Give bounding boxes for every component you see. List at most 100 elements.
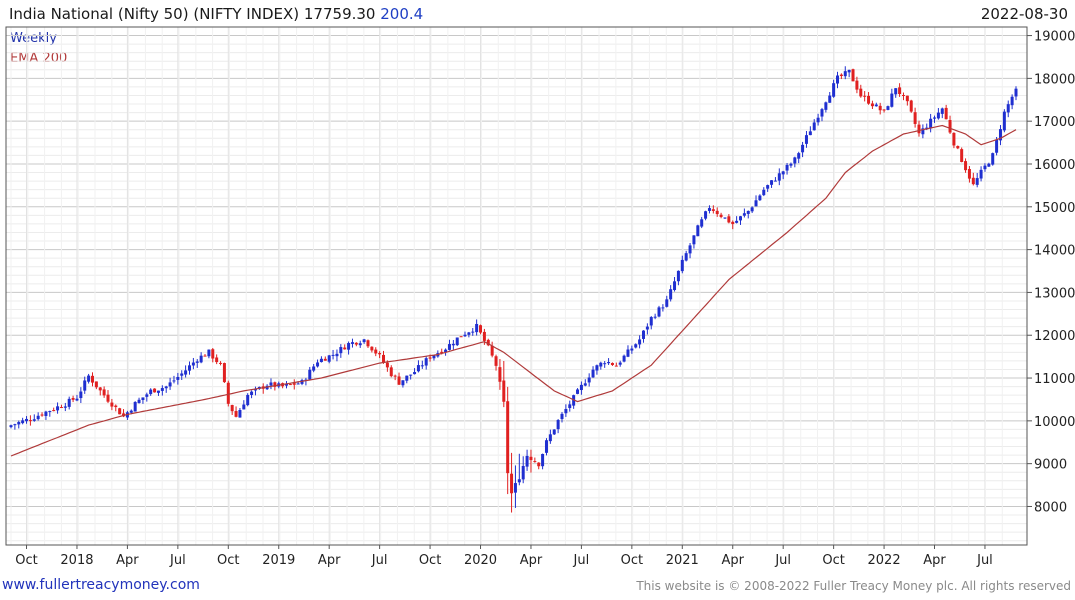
candle-body [188,365,191,370]
candle-body [103,389,106,395]
candle-body [704,211,707,218]
candle-body [204,356,207,357]
candle-body [1015,89,1018,97]
y-axis: 8000 9000 10000 11000 12000 13000 14000 15000 16… [1027,30,1075,516]
candle-body [335,354,338,356]
candle-body [665,299,668,306]
site-link[interactable]: www.fullertreacymoney.com [2,577,200,593]
candle-body [328,355,331,361]
candle-body [227,383,230,404]
candle-body [890,94,893,107]
candle-body [840,75,843,76]
candle-body [844,71,847,76]
candle-body [786,165,789,171]
candle-body [681,260,684,271]
candle-body [650,317,653,325]
candle-body [242,405,245,410]
candle-body [48,411,51,412]
x-tick-label: Apr [721,553,744,568]
candle-body [172,380,175,381]
candle-body [68,399,71,407]
x-axis: Oct 2018 Apr Jul Oct 2019 Apr Jul Oct 2020 Apr Jul O… [15,545,993,568]
candle-body [859,89,862,97]
candle-body [518,479,521,482]
y-tick-label: 16000 [1034,158,1075,173]
candle-body [879,106,882,110]
candle-body [782,171,785,174]
candle-body [898,87,901,94]
candle-body [537,463,540,467]
candle-body [219,363,222,364]
candle-body [475,324,478,332]
candle-body [584,383,587,385]
candle-body [766,185,769,189]
x-tick-label: Jul [371,553,388,568]
candle-body [549,434,552,441]
candle-body [813,122,816,130]
y-tick-label: 11000 [1034,372,1075,387]
candle-body [642,331,645,339]
candle-body [149,390,152,394]
candle-body [33,419,36,421]
x-tick-label: Apr [318,553,341,568]
candle-body [456,338,459,346]
candle-body [522,466,525,479]
candle-body [526,456,529,467]
candle-body [114,406,117,407]
candle-body [529,457,532,460]
candle-body [483,332,486,341]
candle-body [820,109,823,116]
candle-body [541,454,544,466]
candle-body [832,83,835,97]
candle-body [855,81,858,90]
candle-body [533,461,536,462]
candle-body [169,382,172,386]
candle-body [580,385,583,390]
candle-body [510,474,513,494]
candle-body [312,366,315,370]
candle-body [351,342,354,344]
x-tick-label: Oct [217,553,239,568]
candle-body [983,166,986,170]
y-tick-label: 14000 [1034,244,1075,259]
candle-body [110,403,113,407]
candle-body [956,146,959,148]
candle-body [56,406,59,410]
candle-body [491,346,494,356]
candle-body [910,101,913,112]
x-tick-label: Oct [15,553,37,568]
candle-body [17,422,20,424]
candle-body [976,178,979,185]
candle-body [506,401,509,473]
candle-body [10,425,13,427]
candle-body [692,235,695,244]
candle-body [611,363,614,365]
candle-body [141,397,144,400]
candle-body [1011,97,1014,105]
x-tick-label: 2020 [464,553,497,568]
candle-body [817,118,820,123]
candle-body [716,211,719,214]
candle-body [941,108,944,113]
candle-body [13,424,16,425]
candle-body [332,355,335,356]
y-tick-label: 18000 [1034,72,1075,87]
candle-body [774,181,777,182]
candle-body [731,222,734,224]
candle-body [561,414,564,419]
candle-body [696,225,699,236]
candle-body [130,411,133,413]
candle-body [374,350,377,354]
candle-body [824,102,827,110]
candle-body [945,108,948,119]
candle-body [646,327,649,330]
y-tick-label: 9000 [1034,458,1067,473]
candle-body [196,361,199,362]
candle-body [863,96,866,97]
candle-body [293,383,296,385]
x-tick-label: 2021 [666,553,699,568]
candle-body [25,419,28,421]
candle-body [739,216,742,220]
y-tick-label: 13000 [1034,286,1075,301]
candle-body [479,325,482,332]
